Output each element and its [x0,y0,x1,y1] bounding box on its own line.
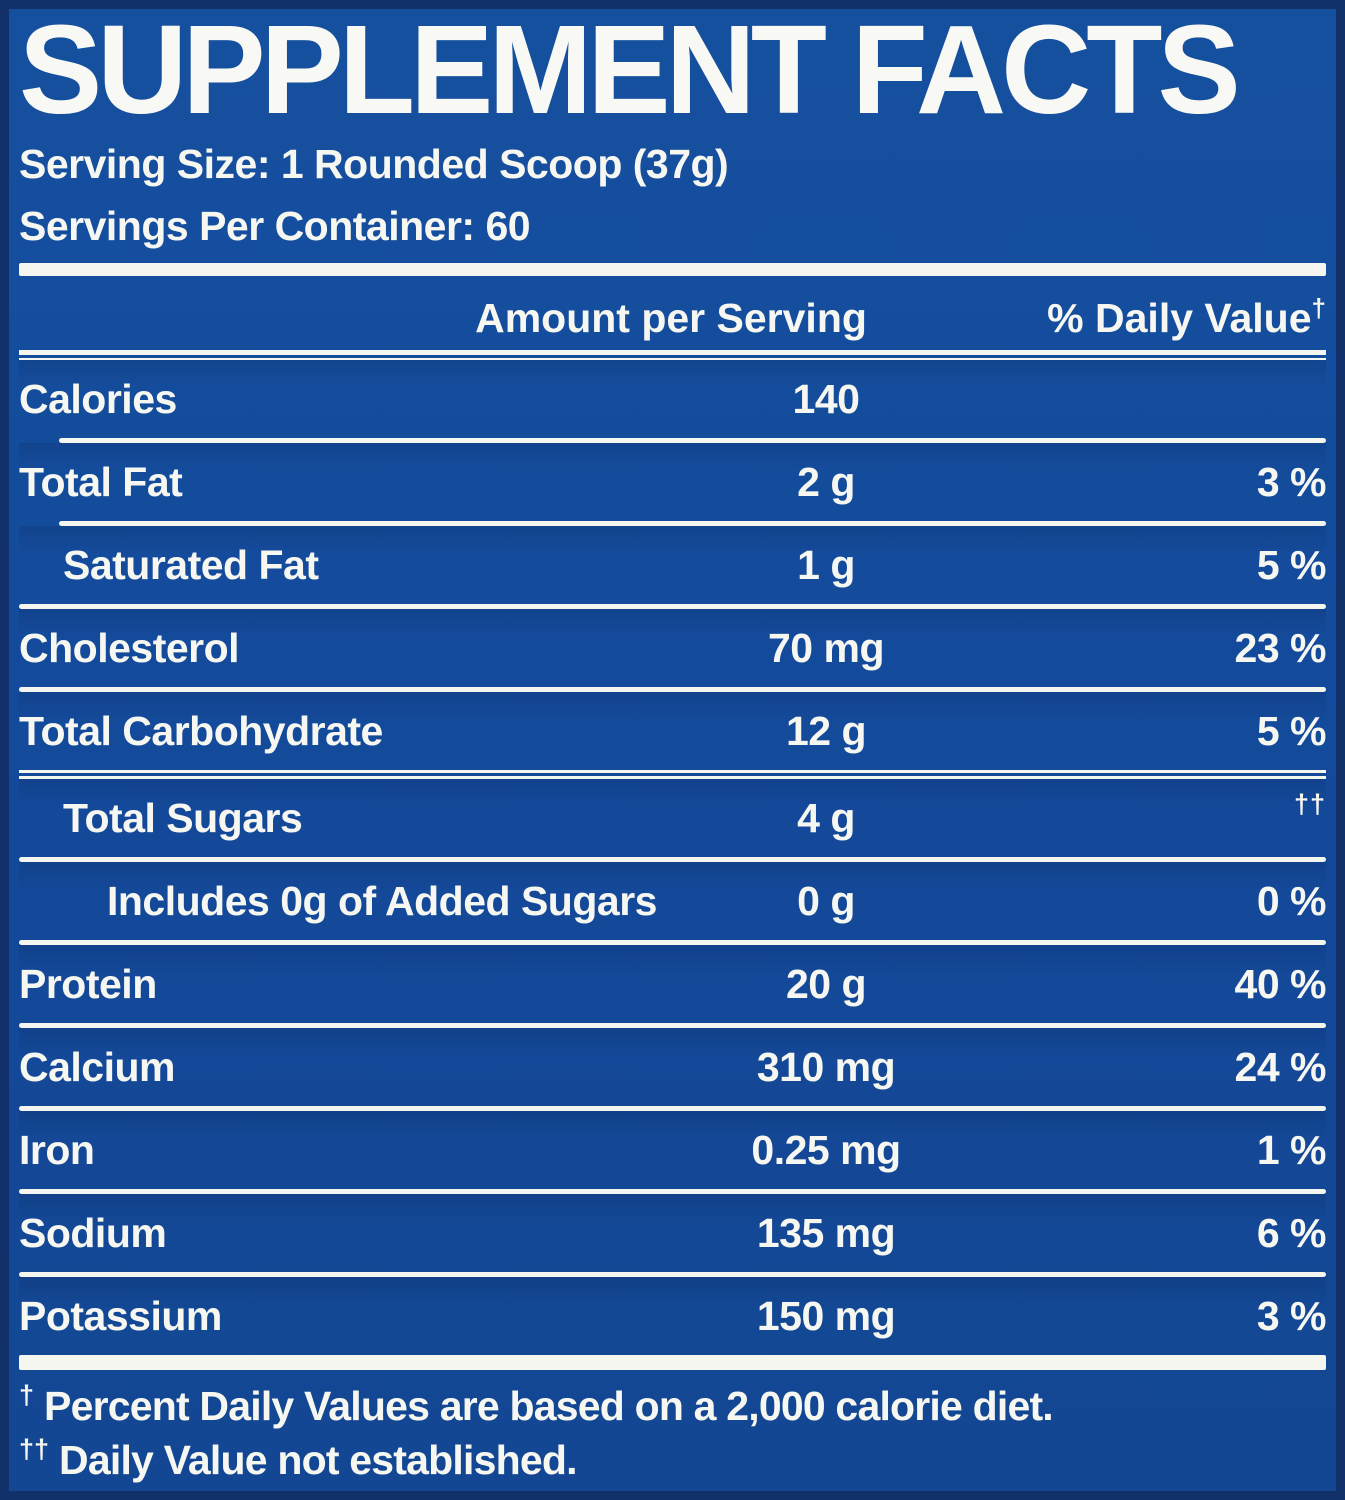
column-header-amount: Amount per Serving [475,295,867,341]
nutrient-name: Total Fat [19,458,183,505]
table-row-calories: Calories 140 [19,360,1326,438]
table-row-total-sugars: Total Sugars 4 g †† [19,779,1326,857]
servings-per-container-text: Servings Per Container: 60 [19,203,531,249]
table-row-sodium: Sodium 135 mg 6 % [19,1194,1327,1272]
nutrient-name: Sodium [19,1209,167,1256]
table-row-total-fat: Total Fat 2 g 3 % [19,443,1327,521]
nutrient-amount: 70 mg [768,624,885,671]
separator-double [19,770,1326,779]
table-row-iron: Iron 0.25 mg 1 % [19,1111,1327,1189]
separator [19,1272,1326,1277]
nutrient-amount: 12 g [785,707,867,754]
nutrient-daily-value: 40 % [1234,960,1327,1007]
nutrient-name: Protein [19,960,157,1007]
separator [59,521,1326,526]
table-row-potassium: Potassium 150 mg 3 % [19,1277,1327,1355]
separator [59,438,1326,443]
panel-title: SUPPLEMENT FACTS [19,0,1241,140]
divider-thick-top [19,263,1326,276]
double-dagger-icon: †† [19,1434,50,1464]
dagger-icon: † [1311,293,1326,323]
table-row-saturated-fat: Saturated Fat 1 g 5 % [19,526,1327,604]
separator [19,857,1326,862]
serving-size-text: Serving Size: 1 Rounded Scoop (37g) [19,141,729,187]
nutrient-name: Iron [19,1126,95,1173]
separator [19,604,1326,609]
table-row-total-carbohydrate: Total Carbohydrate 12 g 5 % [19,692,1327,770]
nutrient-name: Calories [19,375,177,422]
table-row-added-sugars: Includes 0g of Added Sugars 0 g 0 % [19,862,1327,940]
nutrient-amount: 2 g [797,458,855,505]
nutrient-amount: 150 mg [756,1292,896,1339]
nutrient-amount: 0 g [797,877,855,924]
nutrient-daily-value: 5 % [1256,707,1327,754]
daily-value-label: % Daily Value [1047,295,1312,341]
footnote-daily-values: † Percent Daily Values are based on a 2,0… [19,1382,1326,1430]
separator [19,687,1326,692]
table-header: Amount per Serving % Daily Value† [19,276,1326,350]
nutrient-daily-value: 23 % [1234,624,1327,671]
nutrient-daily-value-daggers: †† [1293,789,1326,819]
nutrient-amount: 140 [792,375,860,422]
footnote-not-established: †† Daily Value not established. [19,1436,1326,1484]
nutrient-daily-value: 1 % [1256,1126,1327,1173]
nutrient-daily-value: 3 % [1256,458,1327,505]
footnote-text: Percent Daily Values are based on a 2,00… [44,1383,1054,1429]
table-row-calcium: Calcium 310 mg 24 % [19,1028,1327,1106]
nutrient-amount: 4 g [797,794,855,841]
separator [19,1023,1326,1028]
nutrient-name: Saturated Fat [63,541,319,588]
nutrient-name: Cholesterol [19,624,240,671]
nutrient-name: Includes 0g of Added Sugars [107,877,657,924]
nutrient-amount: 20 g [785,960,867,1007]
nutrient-name: Calcium [19,1043,176,1090]
footnote-text: Daily Value not established. [59,1437,577,1483]
nutrient-daily-value: 0 % [1256,877,1327,924]
nutrient-amount: 1 g [797,541,855,588]
nutrient-daily-value: 24 % [1234,1043,1327,1090]
table-row-protein: Protein 20 g 40 % [19,945,1327,1023]
nutrient-daily-value: 3 % [1256,1292,1327,1339]
separator [19,940,1326,945]
nutrient-amount: 310 mg [756,1043,896,1090]
separator [19,1189,1326,1194]
divider-thick-bottom [19,1355,1326,1370]
nutrient-daily-value: 5 % [1256,541,1327,588]
separator-header [19,350,1326,360]
nutrient-amount: 135 mg [756,1209,896,1256]
nutrient-daily-value: 6 % [1256,1209,1327,1256]
dagger-icon: † [19,1380,35,1410]
column-header-daily-value: % Daily Value† [1047,295,1326,342]
nutrient-amount: 0.25 mg [751,1126,901,1173]
separator [19,1106,1326,1111]
nutrient-name: Total Sugars [63,794,303,841]
nutrient-name: Potassium [19,1292,222,1339]
table-row-cholesterol: Cholesterol 70 mg 23 % [19,609,1327,687]
nutrient-name: Total Carbohydrate [19,707,383,754]
